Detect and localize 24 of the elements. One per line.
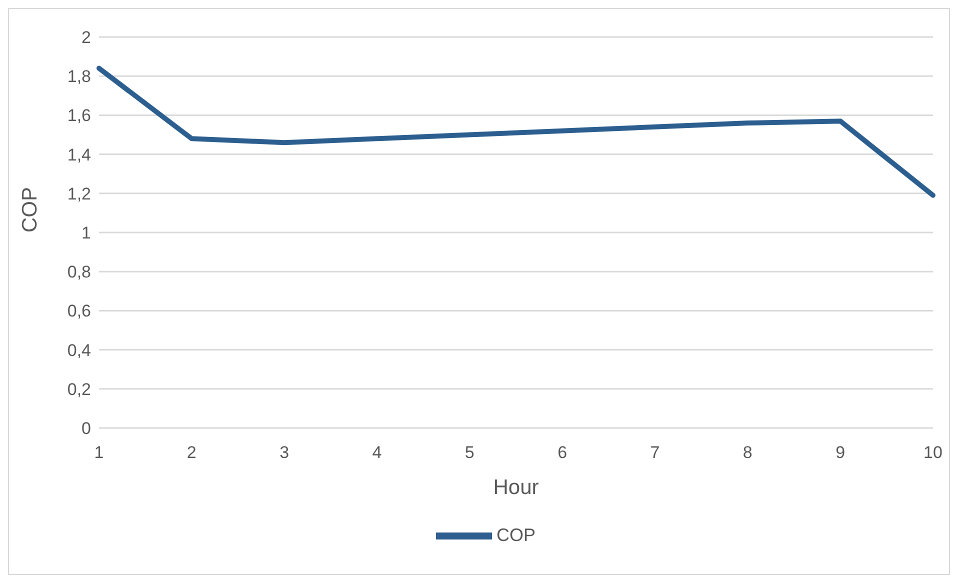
x-axis-title: Hour (493, 476, 539, 499)
x-tick-label: 10 (924, 443, 942, 462)
y-axis-title: COP (18, 186, 42, 232)
x-tick-label: 5 (464, 443, 474, 462)
x-tick-label: 7 (650, 443, 660, 462)
x-tick-label: 6 (558, 443, 568, 462)
y-tick-label: 0,6 (67, 302, 91, 321)
y-tick-label: 0,2 (67, 380, 91, 399)
y-tick-label: 0,8 (67, 262, 91, 282)
x-tick-label: 9 (836, 443, 846, 462)
y-tick-label: 2 (82, 28, 91, 48)
y-tick-label: 0 (82, 419, 91, 438)
x-tick-label: 3 (280, 443, 290, 462)
x-tick-label: 2 (186, 443, 196, 462)
legend-label: COP (496, 524, 536, 545)
y-tick-label: 1,8 (67, 67, 91, 86)
y-tick-label: 1,6 (67, 106, 91, 126)
y-tick-label: 1 (82, 224, 91, 243)
y-tick-label: 1,4 (67, 145, 91, 164)
x-tick-label: 1 (94, 443, 104, 462)
x-tick-label: 4 (372, 443, 382, 462)
y-tick-label: 0,4 (67, 340, 91, 360)
x-tick-label: 8 (742, 443, 752, 462)
y-tick-label: 1,2 (67, 184, 91, 204)
